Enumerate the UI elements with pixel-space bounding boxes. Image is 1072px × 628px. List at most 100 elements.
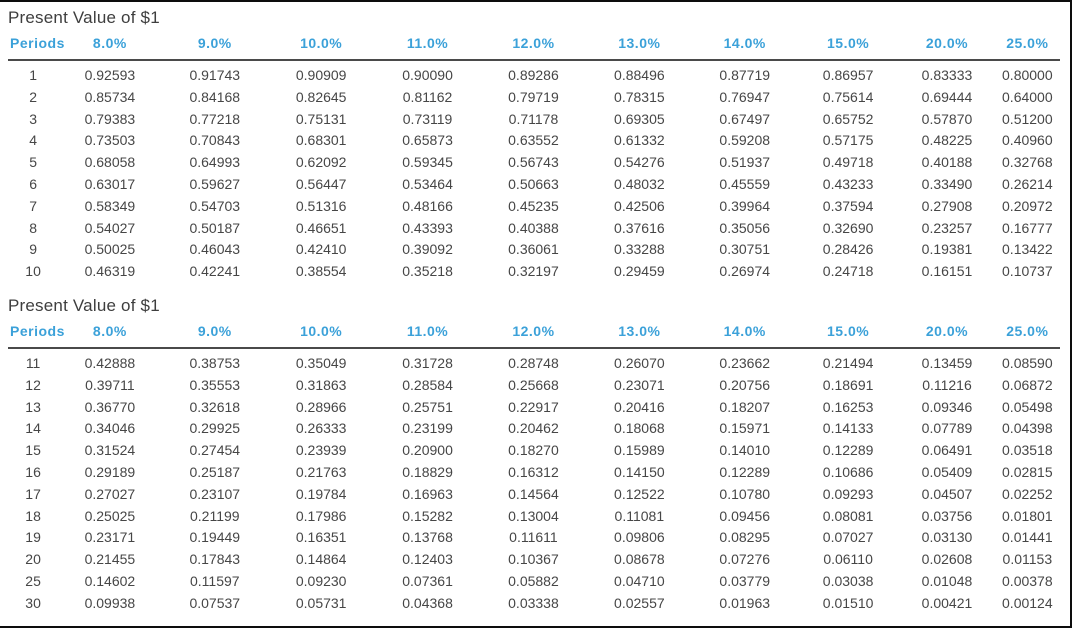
value-cell: 0.53464 [402,175,453,192]
value-cell: 0.46651 [295,219,347,236]
value-cell: 0.28584 [402,376,453,393]
value-cell: 0.04507 [921,485,973,502]
table-row: 5 0.68058 0.64993 0.62092 0.59345 0.56743 0.54… [8,152,1060,174]
value-cell: 0.63017 [84,175,136,192]
pv-table-section-2: Present Value of $1 Periods 8.0% 9.0% 10.0%… [8,283,1060,615]
value-cell: 0.07027 [822,529,874,546]
value-cell: 0.03756 [921,507,973,524]
table-row: 13 0.36770 0.32618 0.28966 0.25751 0.22917 0.2… [8,397,1060,419]
value-cell: 0.75614 [822,88,874,105]
value-cell: 0.00124 [1002,594,1053,611]
value-cell: 0.07789 [921,420,973,437]
value-cell: 0.01510 [822,594,874,611]
value-cell: 0.13459 [921,354,973,371]
value-cell: 0.73119 [402,110,453,127]
table-row: 15 0.31524 0.27454 0.23939 0.20900 0.18270 0.1… [8,440,1060,462]
value-cell: 0.23071 [614,376,665,393]
rate-column-header: 14.0% [692,31,797,61]
value-cell: 0.16312 [508,463,559,480]
table-row: 9 0.50025 0.46043 0.42410 0.39092 0.36061 0.33… [8,239,1060,261]
value-cell: 0.83333 [921,67,973,83]
value-cell: 0.77218 [189,110,241,127]
value-cell: 0.42506 [614,197,665,214]
value-cell: 0.11611 [509,529,558,546]
value-cell: 0.01963 [719,594,771,611]
value-cell: 0.14150 [614,463,665,480]
period-cell: 4 [29,132,37,149]
value-cell: 0.03338 [508,594,559,611]
value-cell: 0.89286 [508,67,559,83]
value-cell: 0.68301 [295,132,347,149]
value-cell: 0.10367 [508,551,559,568]
period-cell: 3 [29,110,37,127]
table-row: 12 0.39711 0.35553 0.31863 0.28584 0.25668 0.2… [8,375,1060,397]
value-cell: 0.54703 [189,197,241,214]
rate-column-header: 20.0% [899,318,995,349]
value-cell: 0.90090 [402,67,453,83]
rate-column-header: 25.0% [994,318,1060,349]
value-cell: 0.08295 [719,529,771,546]
value-cell: 0.01441 [1002,529,1053,546]
value-cell: 0.25187 [189,463,241,480]
table-row: 14 0.34046 0.29925 0.26333 0.23199 0.20462 0.1… [8,418,1060,440]
table-row: 7 0.58349 0.54703 0.51316 0.48166 0.45235 0.42… [8,196,1060,218]
value-cell: 0.37594 [822,197,874,214]
value-cell: 0.45559 [719,175,771,192]
value-cell: 0.87719 [719,67,771,83]
table-row: 4 0.73503 0.70843 0.68301 0.65873 0.63552 0.61… [8,130,1060,152]
period-cell: 16 [25,463,41,480]
rate-column-header: 15.0% [796,318,900,349]
value-cell: 0.43233 [822,175,874,192]
value-cell: 0.16351 [295,529,347,546]
header-row: Periods 8.0% 9.0% 10.0% 11.0% 12.0% 13.0% 14.0%… [8,318,1060,349]
rate-column-header: 14.0% [692,318,797,349]
value-cell: 0.84168 [189,88,241,105]
value-cell: 0.12289 [822,442,874,459]
value-cell: 0.05498 [1002,398,1053,415]
period-cell: 18 [25,507,41,524]
value-cell: 0.16963 [402,485,453,502]
table-row: 3 0.79383 0.77218 0.75131 0.73119 0.71178 0.69… [8,109,1060,131]
value-cell: 0.13422 [1002,241,1053,258]
value-cell: 0.56447 [295,175,347,192]
period-cell: 11 [25,354,41,371]
rate-column-header: 25.0% [994,31,1060,61]
value-cell: 0.79719 [508,88,559,105]
rate-column-header: 10.0% [267,318,375,349]
rate-column-header: 11.0% [374,318,481,349]
value-cell: 0.48032 [614,175,665,192]
value-cell: 0.23257 [921,219,973,236]
rate-column-header: 12.0% [480,31,587,61]
value-cell: 0.30751 [719,241,771,258]
value-cell: 0.25751 [402,398,453,415]
value-cell: 0.75131 [295,110,347,127]
value-cell: 0.11081 [614,507,665,524]
value-cell: 0.26070 [614,354,665,371]
value-cell: 0.32618 [189,398,241,415]
value-cell: 0.25668 [508,376,559,393]
value-cell: 0.26974 [719,263,771,280]
table-row: 18 0.25025 0.21199 0.17986 0.15282 0.13004 0.1… [8,506,1060,528]
value-cell: 0.01048 [921,572,973,589]
value-cell: 0.92593 [84,67,136,83]
value-cell: 0.78315 [614,88,665,105]
value-cell: 0.06110 [823,551,873,568]
value-cell: 0.05731 [295,594,347,611]
value-cell: 0.36061 [508,241,559,258]
value-cell: 0.34046 [84,420,136,437]
value-cell: 0.71178 [508,110,559,127]
value-cell: 0.09456 [719,507,771,524]
value-cell: 0.22917 [508,398,559,415]
value-cell: 0.39711 [85,376,135,393]
value-cell: 0.35049 [295,354,347,371]
value-cell: 0.13768 [402,529,453,546]
value-cell: 0.12522 [614,485,665,502]
value-cell: 0.48166 [402,197,453,214]
value-cell: 0.39964 [719,197,771,214]
value-cell: 0.00421 [921,594,973,611]
value-cell: 0.11597 [189,572,240,589]
table-row: 8 0.54027 0.50187 0.46651 0.43393 0.40388 0.37… [8,218,1060,240]
value-cell: 0.04710 [614,572,665,589]
rate-column-header: 20.0% [899,31,995,61]
value-cell: 0.46043 [189,241,241,258]
